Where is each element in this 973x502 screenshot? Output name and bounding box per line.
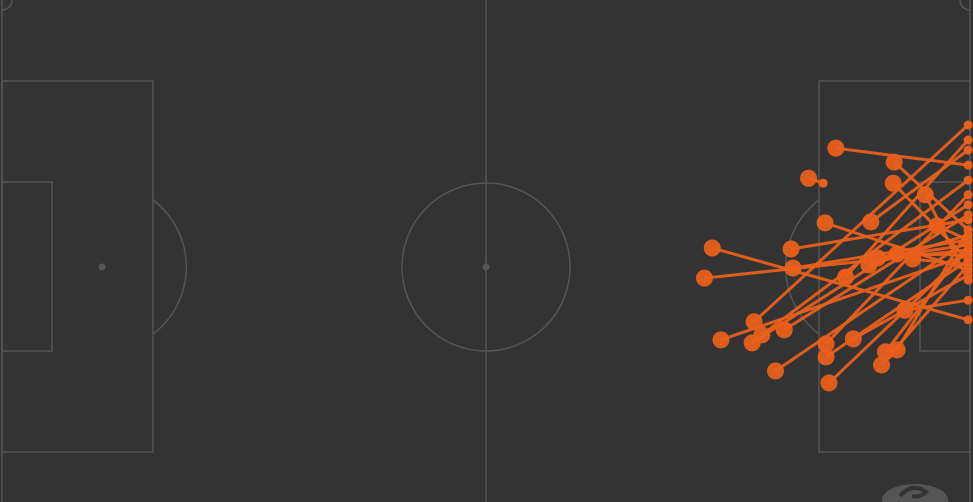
shot-point-19[interactable] bbox=[712, 331, 730, 349]
shot-point-26[interactable] bbox=[873, 356, 891, 374]
shot-point-15[interactable] bbox=[860, 256, 878, 274]
shot-end-point-21 bbox=[963, 190, 973, 200]
shot-point-20[interactable] bbox=[743, 334, 761, 352]
shot-end-point-30 bbox=[963, 275, 973, 285]
left-six-yard-box bbox=[1, 181, 53, 352]
shot-point-21[interactable] bbox=[817, 335, 835, 353]
shot-point-27[interactable] bbox=[766, 362, 784, 380]
shot-end-point-26 bbox=[963, 260, 973, 270]
shot-end-point-31 bbox=[963, 295, 973, 305]
watermark-logo bbox=[882, 484, 948, 502]
shot-point-11[interactable] bbox=[837, 268, 855, 286]
shot-point-5[interactable] bbox=[816, 214, 834, 232]
shot-end-point-16 bbox=[963, 120, 973, 130]
shot-end-point-28 bbox=[963, 245, 973, 255]
shot-end-point-7 bbox=[963, 315, 973, 325]
shot-end-point-1 bbox=[963, 160, 973, 170]
shot-point-17[interactable] bbox=[775, 321, 793, 339]
shot-point-25[interactable] bbox=[888, 341, 906, 359]
shots-layer bbox=[695, 120, 973, 392]
shot-end-point-29 bbox=[963, 235, 973, 245]
shot-end-point-11 bbox=[963, 135, 973, 145]
shot-end-point-17 bbox=[963, 210, 973, 220]
shot-end-point-25 bbox=[963, 225, 973, 235]
shot-trajectory-30 bbox=[923, 194, 970, 281]
shot-end-point-18 bbox=[963, 175, 973, 185]
shot-point-7[interactable] bbox=[703, 239, 721, 257]
shot-point-22[interactable] bbox=[844, 330, 862, 348]
shot-point-28[interactable] bbox=[820, 374, 838, 392]
shot-point-6[interactable] bbox=[862, 213, 880, 231]
shot-point-2[interactable] bbox=[885, 153, 903, 171]
shot-point-16[interactable] bbox=[745, 313, 763, 331]
shot-point-3[interactable] bbox=[884, 174, 902, 192]
shot-point-10[interactable] bbox=[695, 269, 713, 287]
shot-point-23[interactable] bbox=[817, 348, 835, 366]
shot-trajectory-16 bbox=[753, 123, 970, 323]
left-penalty-spot bbox=[98, 263, 106, 271]
shot-point-30[interactable] bbox=[916, 186, 934, 204]
shot-point-4[interactable] bbox=[800, 169, 818, 187]
shot-point-14[interactable] bbox=[904, 250, 922, 268]
shot-trajectory-6 bbox=[869, 148, 970, 224]
shot-point-8[interactable] bbox=[782, 240, 800, 258]
corner-arc-top-left bbox=[1, 0, 13, 11]
shot-end-point-20 bbox=[963, 200, 973, 210]
corner-arc-top-right bbox=[959, 0, 971, 11]
shot-point-1[interactable] bbox=[827, 139, 845, 157]
shot-point-31[interactable] bbox=[896, 301, 914, 319]
shot-end-point-6 bbox=[963, 145, 973, 155]
shot-point-29[interactable] bbox=[928, 217, 946, 235]
shot-point-9[interactable] bbox=[784, 259, 802, 277]
left-penalty-arc bbox=[152, 199, 188, 335]
shot-trajectory-11 bbox=[844, 139, 970, 279]
shot-trajectory-25 bbox=[895, 229, 970, 351]
center-circle bbox=[401, 182, 571, 352]
shot-trajectory-31 bbox=[904, 298, 969, 312]
shot-trajectory-28 bbox=[827, 248, 970, 385]
shot-trajectory-27 bbox=[774, 238, 969, 373]
center-spot bbox=[482, 263, 490, 271]
shot-trajectory-1 bbox=[835, 146, 969, 167]
shot-end-point-4 bbox=[818, 178, 828, 188]
shot-point-13[interactable] bbox=[888, 245, 906, 263]
